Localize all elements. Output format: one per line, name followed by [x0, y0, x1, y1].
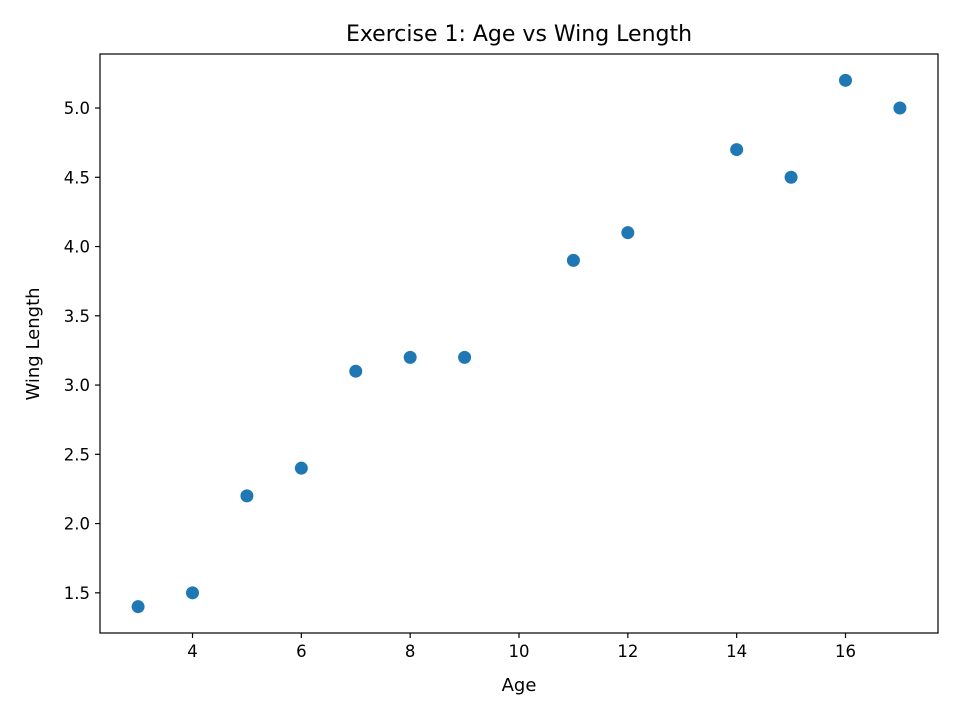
y-tick-label: 4.5	[64, 168, 90, 187]
y-tick-label: 2.0	[64, 515, 90, 534]
data-point	[349, 364, 363, 378]
data-point	[240, 489, 254, 503]
data-point	[893, 101, 907, 115]
data-point	[621, 226, 635, 240]
x-tick-label: 16	[835, 642, 856, 661]
data-point	[458, 350, 472, 364]
data-point	[294, 461, 308, 475]
y-tick-label: 1.5	[64, 584, 90, 603]
y-tick-label: 3.0	[64, 376, 90, 395]
data-point	[730, 143, 744, 157]
x-axis-ticks: 4 6 8 10 12 14 16	[187, 633, 856, 661]
y-axis-label: Wing Length	[23, 287, 44, 400]
data-point	[838, 73, 852, 87]
x-tick-label: 4	[187, 642, 198, 661]
data-point	[186, 586, 200, 600]
x-tick-label: 14	[726, 642, 747, 661]
data-point	[784, 170, 798, 184]
data-points	[131, 73, 907, 614]
data-point	[403, 350, 417, 364]
y-tick-label: 4.0	[64, 238, 90, 257]
y-tick-label: 3.5	[64, 307, 90, 326]
x-tick-label: 10	[509, 642, 530, 661]
chart-title: Exercise 1: Age vs Wing Length	[346, 22, 692, 47]
y-tick-label: 5.0	[64, 99, 90, 118]
y-tick-label: 2.5	[64, 445, 90, 464]
x-axis-label: Age	[502, 675, 537, 696]
x-tick-label: 12	[617, 642, 638, 661]
plot-area	[99, 53, 939, 634]
data-point	[131, 600, 145, 614]
data-point	[566, 253, 580, 267]
x-tick-label: 6	[296, 642, 307, 661]
plot-frame	[99, 53, 939, 634]
x-tick-label: 8	[405, 642, 416, 661]
y-axis-ticks: 1.5 2.0 2.5 3.0 3.5 4.0 4.5 5.0	[64, 99, 100, 603]
